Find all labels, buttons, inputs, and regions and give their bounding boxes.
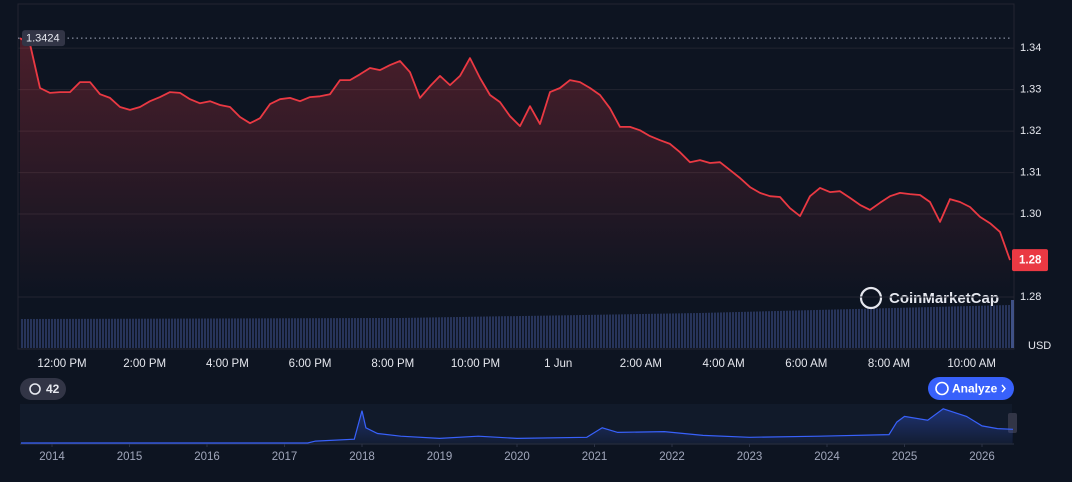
x-tick-label: 2017 xyxy=(272,451,298,463)
volume-bar-last xyxy=(1011,300,1014,348)
x-tick-label: 2015 xyxy=(117,451,143,463)
volume-bars xyxy=(20,305,1010,348)
x-tick-label: 6:00 PM xyxy=(289,358,332,370)
plot-frame xyxy=(17,3,1015,350)
high-label: 1.3424 xyxy=(26,33,60,45)
navigator-handle[interactable] xyxy=(1008,413,1017,433)
button-icon xyxy=(935,381,949,396)
x-tick-label: 2020 xyxy=(504,451,530,463)
navigator-line xyxy=(21,408,1014,444)
x-tick-label: 2014 xyxy=(39,451,65,463)
high-label-bg xyxy=(22,30,65,47)
x-tick-label: 12:00 PM xyxy=(37,358,86,370)
x-tick-label: 2:00 PM xyxy=(123,358,166,370)
y-tick-label: 1.34 xyxy=(1020,42,1041,54)
y-tick-label: 1.30 xyxy=(1020,208,1041,220)
x-tick-label: 2023 xyxy=(737,451,763,463)
x-tick-label: 2018 xyxy=(349,451,375,463)
unit-label: USD xyxy=(1028,340,1051,352)
x-tick-label: 2021 xyxy=(582,451,608,463)
x-tick-label: 10:00 AM xyxy=(947,358,996,370)
clock-icon xyxy=(29,383,41,395)
analyze-button[interactable]: Analyze xyxy=(928,377,1014,400)
x-tick-label: 1 Jun xyxy=(544,358,572,370)
x-tick-label: 6:00 AM xyxy=(785,358,827,370)
badge-text: 42 xyxy=(46,382,60,396)
x-tick-label: 2025 xyxy=(892,451,918,463)
last-price-label: 1.28 xyxy=(1019,255,1042,267)
x-tick-label: 4:00 PM xyxy=(206,358,249,370)
x-tick-label: 8:00 PM xyxy=(371,358,414,370)
x-tick-label: 2019 xyxy=(427,451,453,463)
navigator-area xyxy=(21,408,1013,443)
last-price-bg xyxy=(1012,249,1048,272)
x-tick-label: 2024 xyxy=(814,451,840,463)
x-tick-label: 4:00 AM xyxy=(702,358,744,370)
badge-bg xyxy=(20,378,66,400)
price-area xyxy=(20,38,1010,297)
x-tick-label: 2022 xyxy=(659,451,685,463)
x-tick-label: 2016 xyxy=(194,451,220,463)
y-tick-label: 1.31 xyxy=(1020,166,1041,178)
y-tick-label: 1.28 xyxy=(1020,291,1041,303)
chevron xyxy=(1001,384,1006,393)
zoom-badge[interactable]: 42 xyxy=(20,378,66,400)
x-tick-label: 2:00 AM xyxy=(620,358,662,370)
y-tick-label: 1.32 xyxy=(1020,125,1041,137)
price-line xyxy=(19,37,1011,261)
x-tick-label: 2026 xyxy=(969,451,995,463)
x-tick-label: 10:00 PM xyxy=(451,358,500,370)
button-text: Analyze xyxy=(952,382,998,396)
x-tick-label: 8:00 AM xyxy=(868,358,910,370)
button-bg xyxy=(928,377,1014,400)
y-tick-label: 1.33 xyxy=(1020,84,1041,96)
